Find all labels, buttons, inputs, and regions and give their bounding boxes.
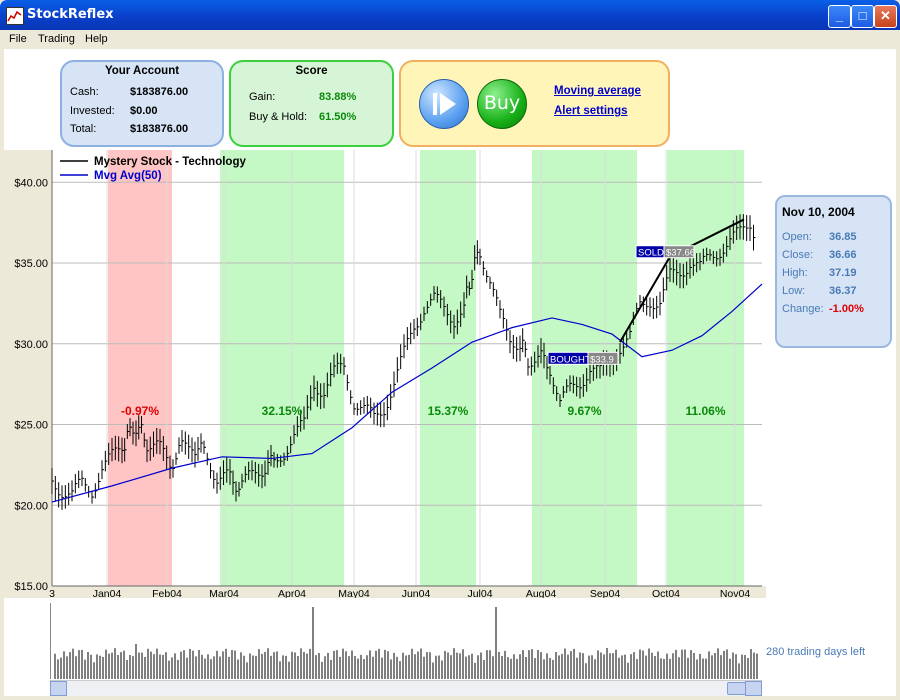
price-chart: $15.00 $20.00 $25.00 $30.00 $35.00 $40.00 3 Jan…	[4, 150, 774, 600]
buy-button[interactable]: Buy	[477, 79, 527, 129]
high-label: High:	[782, 267, 808, 279]
trade-price-label: $33.9	[590, 354, 614, 365]
price-chart-svg: $15.00 $20.00 $25.00 $30.00 $35.00 $40.00 3 Jan…	[4, 150, 774, 600]
x-tick-label: Feb04	[152, 588, 182, 598]
play-icon	[433, 93, 456, 115]
trade-price-badge	[663, 245, 695, 259]
menu-help[interactable]: Help	[85, 33, 108, 45]
account-panel: Your Account Cash: $183876.00 Invested: …	[60, 60, 224, 147]
play-button[interactable]	[419, 79, 469, 129]
moving-average-link[interactable]: Moving average	[554, 85, 641, 97]
x-tick-label: Jun04	[402, 588, 431, 598]
gain-value: 83.88%	[319, 91, 357, 103]
y-tick-label: $40.00	[14, 177, 48, 189]
menu-trading[interactable]: Trading	[38, 33, 75, 45]
quote-date: Nov 10, 2004	[782, 205, 855, 219]
x-axis-area	[52, 586, 766, 598]
trade-price-label: $37.66	[666, 248, 695, 259]
period-result-label: 32.15%	[262, 404, 303, 418]
cash-value: $183876.00	[130, 86, 189, 98]
period-band	[667, 150, 744, 586]
trading-days-left: 280 trading days left	[766, 646, 866, 658]
high-value: 37.19	[829, 267, 857, 279]
volume-chart	[50, 603, 763, 679]
period-result-label: 9.67%	[567, 404, 601, 418]
open-value: 36.85	[829, 231, 857, 243]
legend-label: Mystery Stock - Technology	[94, 156, 246, 168]
change-label: Change:	[782, 303, 824, 315]
low-label: Low:	[782, 285, 806, 297]
x-tick-label: 3	[49, 588, 55, 598]
x-tick-label: Sep04	[590, 588, 621, 598]
total-value: $183876.00	[130, 123, 189, 135]
open-label: Open:	[782, 231, 812, 243]
period-result-label: 15.37%	[428, 404, 469, 418]
y-tick-label: $15.00	[14, 581, 48, 593]
trade-price-badge	[587, 351, 619, 365]
y-axis-area	[4, 150, 52, 598]
y-tick-label: $35.00	[14, 258, 48, 270]
period-band	[108, 150, 172, 586]
y-tick-label: $20.00	[14, 500, 48, 512]
low-value: 36.37	[829, 285, 857, 297]
gain-label: Gain:	[249, 91, 276, 103]
buy-hold-label: Buy & Hold:	[249, 111, 308, 123]
trade-marker-label: SOLD	[638, 248, 664, 259]
y-tick-label: $30.00	[14, 339, 48, 351]
trade-marker-label: BOUGHT	[550, 354, 591, 365]
maximize-button[interactable]: □	[851, 5, 874, 28]
account-title: Your Account	[104, 65, 180, 77]
cash-label: Cash:	[70, 86, 99, 98]
scroll-right-button[interactable]	[745, 681, 762, 696]
x-tick-label: Jul04	[467, 588, 492, 598]
quote-info-panel: Nov 10, 2004 Open: 36.85 Close: 36.66 Hi…	[775, 195, 892, 348]
x-tick-label: Oct04	[652, 588, 680, 598]
invested-value: $0.00	[130, 105, 158, 117]
x-tick-label: Jan04	[93, 588, 122, 598]
period-result-label: -0.97%	[121, 404, 159, 418]
app-chart-icon	[6, 7, 24, 25]
change-value: -1.00%	[829, 303, 864, 315]
minimize-button[interactable]: _	[828, 5, 851, 28]
x-tick-label: Mar04	[209, 588, 239, 598]
legend-label: Mvg Avg(50)	[94, 170, 162, 182]
period-band	[220, 150, 344, 586]
x-tick-label: Nov04	[720, 588, 751, 598]
volume-chart-svg	[54, 607, 758, 679]
y-tick-label: $25.00	[14, 420, 48, 432]
close-value: 36.66	[829, 249, 857, 261]
title-bar: StockReflex _ □ ✕	[0, 0, 900, 30]
period-band	[420, 150, 476, 586]
window-title: StockReflex	[27, 7, 114, 22]
period-result-label: 11.06%	[685, 404, 725, 418]
x-tick-label: Apr04	[278, 588, 306, 598]
x-tick-label: Aug04	[526, 588, 557, 598]
buy-hold-value: 61.50%	[319, 111, 357, 123]
score-title: Score	[295, 65, 328, 77]
invested-label: Invested:	[70, 105, 115, 117]
x-tick-label: May04	[338, 588, 370, 598]
total-label: Total:	[70, 123, 97, 135]
close-label: Close:	[782, 249, 814, 261]
scrollbar-thumb[interactable]	[727, 682, 746, 695]
menu-file[interactable]: File	[9, 33, 27, 45]
moving-average-line	[51, 283, 763, 503]
horizontal-scrollbar[interactable]	[50, 680, 762, 696]
scroll-left-button[interactable]	[50, 681, 67, 696]
score-panel: Score Gain: 83.88% Buy & Hold: 61.50%	[229, 60, 394, 147]
alert-settings-link[interactable]: Alert settings	[554, 105, 628, 117]
close-button[interactable]: ✕	[874, 5, 897, 28]
menu-bar: File Trading Help	[0, 30, 900, 49]
